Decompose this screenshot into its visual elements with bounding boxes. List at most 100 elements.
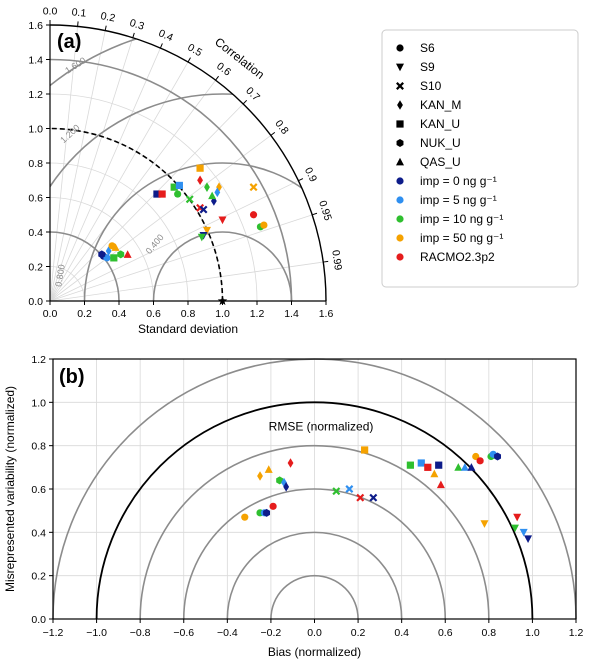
data-point bbox=[199, 205, 208, 214]
data-point bbox=[356, 493, 365, 502]
legend-label: S10 bbox=[420, 79, 442, 93]
x-tick-label: 0.4 bbox=[112, 308, 127, 320]
data-point bbox=[123, 250, 132, 258]
data-point bbox=[269, 502, 277, 510]
y-tick-label: 1.2 bbox=[28, 89, 43, 101]
x-tick-label: 1.0 bbox=[215, 308, 230, 320]
data-point bbox=[249, 211, 258, 219]
x-tick-label: −0.6 bbox=[173, 627, 194, 639]
data-point bbox=[494, 452, 502, 461]
correlation-tick-label: 0.4 bbox=[157, 27, 175, 44]
x-tick-label: 1.2 bbox=[250, 308, 265, 320]
correlation-tick bbox=[270, 131, 276, 136]
correlation-tick bbox=[312, 212, 318, 216]
legend-label: KAN_M bbox=[420, 98, 461, 112]
std-gridline bbox=[49, 197, 154, 302]
data-point bbox=[513, 513, 522, 522]
data-point bbox=[202, 226, 211, 235]
std-gridline bbox=[49, 162, 189, 302]
data-point bbox=[436, 480, 445, 489]
y-tick-label: 1.0 bbox=[31, 397, 46, 409]
data-point bbox=[216, 182, 222, 192]
data-point bbox=[332, 487, 341, 496]
data-point bbox=[204, 182, 210, 192]
y-tick-label: 1.4 bbox=[28, 55, 43, 67]
x-tick-label: 0.8 bbox=[181, 308, 196, 320]
outer-correlation-arc bbox=[49, 24, 327, 302]
correlation-tick bbox=[104, 25, 107, 31]
legend-label: imp = 10 ng g⁻¹ bbox=[420, 212, 503, 226]
data-point bbox=[218, 216, 227, 225]
legend-label: imp = 0 ng g⁻¹ bbox=[420, 174, 497, 188]
x-tick-label: 0.6 bbox=[146, 308, 161, 320]
data-point bbox=[435, 461, 443, 469]
rmse-circle bbox=[182, 488, 447, 620]
legend-marker bbox=[396, 253, 404, 261]
data-point bbox=[406, 461, 414, 469]
data-point bbox=[369, 493, 378, 502]
x-tick-label: 0.8 bbox=[482, 627, 497, 639]
data-point bbox=[287, 458, 294, 468]
correlation-tick-label: 0.8 bbox=[272, 118, 290, 137]
data-point bbox=[170, 183, 178, 191]
legend-label: QAS_U bbox=[420, 155, 461, 169]
legend-marker bbox=[396, 157, 404, 166]
rmse-unit-circle bbox=[95, 401, 534, 620]
data-point bbox=[197, 233, 206, 242]
legend-marker bbox=[397, 100, 403, 110]
x-tick-label: 0.2 bbox=[351, 627, 366, 639]
data-point bbox=[454, 463, 463, 471]
reference-std-arc bbox=[49, 127, 224, 302]
y-axis-label: Misrepresented variability (normalized) bbox=[3, 386, 17, 592]
data-point bbox=[241, 513, 249, 521]
legend-label: imp = 50 ng g⁻¹ bbox=[420, 231, 503, 245]
x-tick-label: 0.0 bbox=[43, 308, 58, 320]
data-point bbox=[263, 508, 271, 517]
rmse-circle bbox=[226, 531, 403, 620]
data-point bbox=[283, 482, 290, 492]
correlation-tick bbox=[242, 99, 248, 105]
x-tick-label: 0.0 bbox=[307, 627, 322, 639]
data-point bbox=[264, 465, 273, 473]
data-point bbox=[249, 183, 258, 192]
legend-label: RACMO2.3p2 bbox=[420, 250, 495, 264]
data-point bbox=[185, 195, 194, 204]
y-tick-label: 0.8 bbox=[31, 441, 46, 453]
data-point bbox=[472, 452, 480, 461]
correlation-tick-label: 0.0 bbox=[43, 6, 58, 18]
legend-marker bbox=[396, 44, 404, 52]
y-tick-label: 0.2 bbox=[31, 571, 46, 583]
x-tick-label: −0.8 bbox=[130, 627, 151, 639]
y-tick-label: 0.8 bbox=[28, 158, 43, 170]
panel-label: (a) bbox=[57, 31, 81, 53]
legend-marker bbox=[396, 215, 404, 223]
rmse-contour-label: 1.200 bbox=[58, 122, 81, 145]
data-point bbox=[510, 524, 519, 533]
rmse-circle bbox=[270, 575, 359, 620]
x-tick-label: 0.6 bbox=[438, 627, 453, 639]
y-tick-label: 0.4 bbox=[28, 227, 43, 239]
legend-marker bbox=[396, 82, 404, 90]
data-point bbox=[153, 190, 161, 198]
correlation-tick bbox=[77, 21, 79, 27]
data-point bbox=[417, 459, 425, 467]
rmse-annotation: RMSE (normalized) bbox=[269, 420, 374, 434]
legend-marker bbox=[396, 120, 404, 128]
legend-label: KAN_U bbox=[420, 117, 460, 131]
legend-marker bbox=[396, 234, 404, 242]
y-tick-label: 1.0 bbox=[28, 124, 43, 136]
correlation-tick bbox=[323, 260, 329, 263]
y-tick-label: 1.2 bbox=[31, 354, 46, 366]
y-tick-label: 0.2 bbox=[28, 262, 43, 274]
data-point bbox=[214, 187, 221, 198]
bias-variability-panel: −1.2 −1.0 −0.8 −0.6 −0.4 −0.2 0.0 0.2 0.4 0.6 0.8 1… bbox=[3, 354, 583, 659]
panel-label: (b) bbox=[59, 366, 85, 388]
y-tick-label: 0.6 bbox=[31, 484, 46, 496]
legend-label: imp = 5 ng g⁻¹ bbox=[420, 193, 497, 207]
correlation-tick-label: 0.95 bbox=[316, 199, 334, 222]
data-point bbox=[210, 196, 217, 206]
data-point bbox=[117, 250, 125, 259]
correlation-tick bbox=[187, 57, 191, 63]
rmse-contour bbox=[50, 93, 326, 301]
x-tick-label: −1.0 bbox=[86, 627, 107, 639]
